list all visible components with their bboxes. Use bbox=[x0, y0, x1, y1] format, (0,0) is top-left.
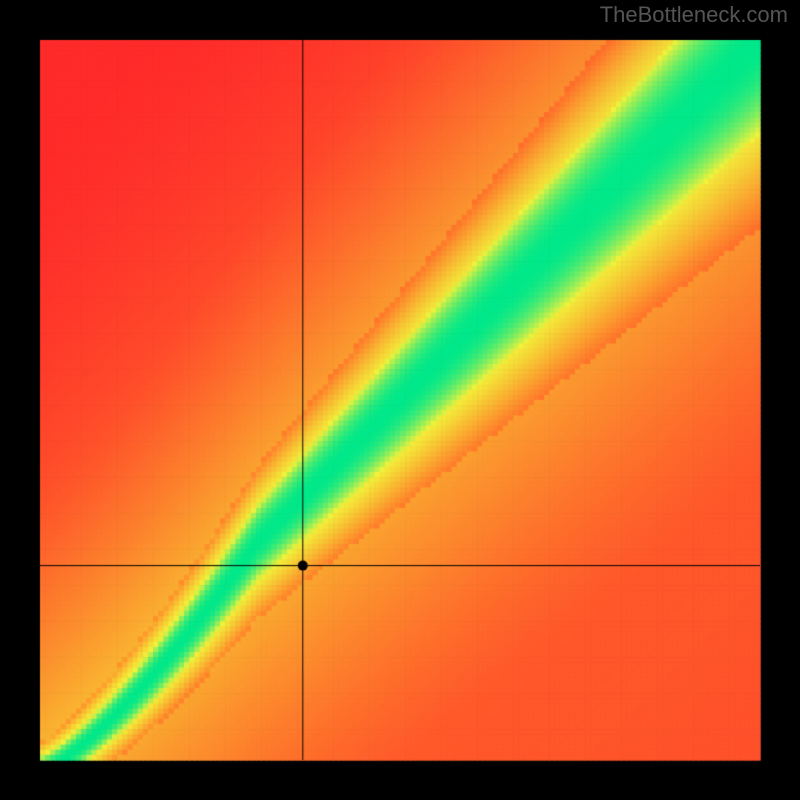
heatmap-canvas bbox=[0, 0, 800, 800]
watermark-text: TheBottleneck.com bbox=[600, 2, 788, 28]
chart-frame: TheBottleneck.com bbox=[0, 0, 800, 800]
